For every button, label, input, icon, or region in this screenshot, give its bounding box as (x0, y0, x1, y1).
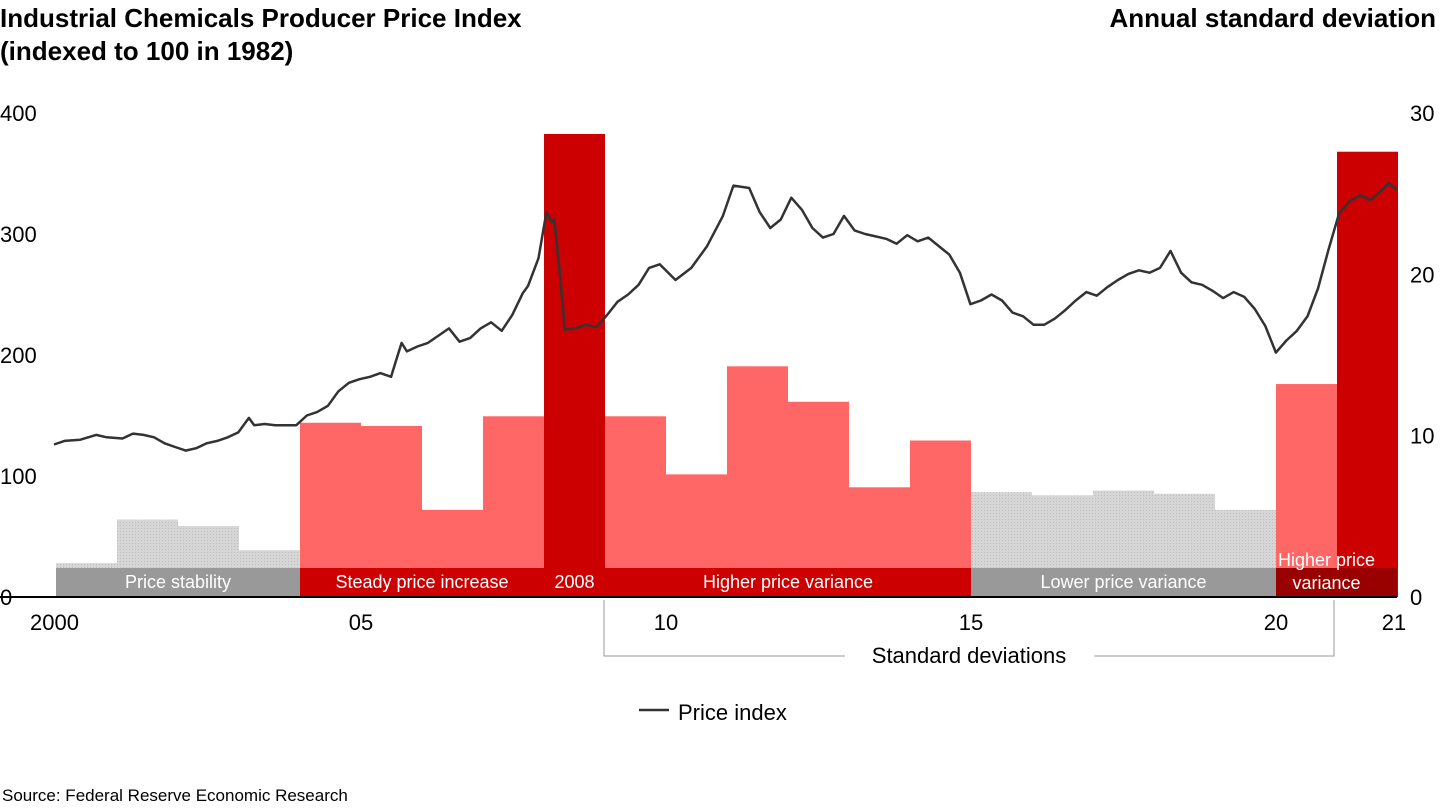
chart-title-line-2: (indexed to 100 in 1982) (0, 36, 294, 66)
period-label-0: Price stability (125, 572, 231, 592)
chart-title-right: Annual standard deviation (1109, 3, 1437, 33)
period-label-3: Higher price variance (703, 572, 873, 592)
right-tick-3: 30 (1410, 101, 1434, 126)
period-band-0 (56, 568, 300, 596)
legend-label: Price index (678, 700, 787, 725)
bracket-left (603, 600, 845, 657)
left-tick-0: 0 (0, 585, 12, 610)
right-tick-1: 10 (1410, 424, 1434, 449)
period-band-4 (971, 568, 1276, 596)
bar-2020 (1276, 384, 1337, 597)
legend: Price index (639, 700, 787, 725)
bar-2007 (483, 416, 544, 597)
price-index-line (53, 181, 1398, 452)
left-tick-2: 200 (0, 343, 37, 368)
chart-title-left: Industrial Chemicals Producer Price Inde… (0, 2, 522, 68)
period-label-4: Lower price variance (1040, 572, 1206, 592)
period-band-3 (605, 568, 971, 596)
bar-2012 (788, 401, 849, 597)
period-label-2: 2008 (554, 572, 594, 592)
period-band-1 (300, 568, 544, 596)
x-tick-1: 05 (349, 610, 373, 635)
bar-2008 (544, 133, 605, 597)
bands-layer: Price stability Steady price increase 2008… (56, 550, 1397, 596)
left-tick-3: 300 (0, 222, 37, 247)
left-tick-1: 100 (0, 464, 37, 489)
chart-title-line-1: Industrial Chemicals Producer Price Inde… (0, 3, 522, 33)
bars-layer (56, 133, 1398, 597)
x-tick-3: 15 (959, 610, 983, 635)
right-tick-2: 20 (1410, 262, 1434, 287)
period-label-5-line1: Higher price (1278, 550, 1375, 570)
period-label-5-line2: variance (1292, 573, 1360, 593)
x-tick-0: 2000 (30, 610, 79, 635)
line-layer (53, 181, 1398, 452)
x-tick-2: 10 (654, 610, 678, 635)
period-label-1: Steady price increase (335, 572, 508, 592)
left-tick-4: 400 (0, 101, 37, 126)
bar-2004 (300, 422, 361, 597)
bracket-label: Standard deviations (872, 643, 1066, 668)
bracket-right (1094, 600, 1335, 657)
period-band-5 (1276, 568, 1397, 596)
x-tick-5: 21 (1382, 610, 1406, 635)
source-note: Source: Federal Reserve Economic Researc… (2, 786, 348, 805)
period-band-2 (544, 568, 605, 596)
bar-2009 (605, 416, 666, 597)
axis-layer: 0 100 200 300 400 0 10 20 30 2000 05 10 15 20 21 Standa… (0, 101, 1434, 668)
bar-2021 (1337, 151, 1398, 597)
right-tick-0: 0 (1410, 585, 1422, 610)
x-tick-4: 20 (1264, 610, 1288, 635)
bar-2011 (727, 366, 788, 597)
